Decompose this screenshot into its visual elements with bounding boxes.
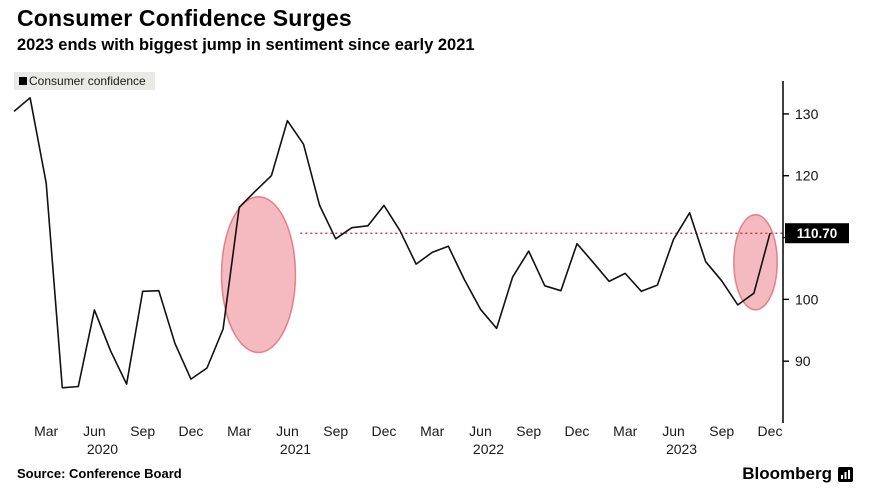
x-tick-label: Sep <box>130 423 155 439</box>
x-year-label: 2020 <box>87 441 118 457</box>
x-tick-label: Sep <box>516 423 541 439</box>
legend-marker-icon <box>19 77 27 85</box>
highlight-ellipse <box>733 213 778 311</box>
x-tick-label: Dec <box>372 423 397 439</box>
x-tick-label: Mar <box>420 423 444 439</box>
x-tick-label: Jun <box>469 423 492 439</box>
legend: Consumer confidence <box>14 72 155 90</box>
chart-subtitle: 2023 ends with biggest jump in sentiment… <box>17 36 475 54</box>
y-tick-label: 100 <box>795 291 819 307</box>
x-tick-label: Sep <box>709 423 734 439</box>
x-tick-label: Jun <box>83 423 106 439</box>
x-tick-label: Dec <box>758 423 783 439</box>
x-tick-label: Sep <box>323 423 348 439</box>
x-tick-label: Jun <box>662 423 685 439</box>
x-tick-label: Mar <box>227 423 251 439</box>
x-tick-label: Dec <box>565 423 590 439</box>
legend-label: Consumer confidence <box>29 74 146 88</box>
x-year-label: 2022 <box>473 441 504 457</box>
x-tick-label: Dec <box>178 423 203 439</box>
bloomberg-mark-icon <box>838 466 853 482</box>
x-tick-label: Mar <box>34 423 58 439</box>
chart-title: Consumer Confidence Surges <box>17 5 352 31</box>
last-value-label: 110.70 <box>797 226 838 241</box>
x-tick-label: Jun <box>276 423 299 439</box>
y-tick-label: 130 <box>795 106 819 122</box>
x-year-label: 2021 <box>280 441 311 457</box>
bloomberg-logo: Bloomberg <box>742 464 853 484</box>
highlight-ellipse <box>220 195 297 354</box>
source-note: Source: Conference Board <box>17 466 182 481</box>
x-tick-label: Mar <box>613 423 637 439</box>
y-tick-label: 120 <box>795 168 819 184</box>
confidence-line <box>13 97 771 389</box>
y-tick-label: 90 <box>795 353 811 369</box>
x-year-label: 2023 <box>666 441 697 457</box>
last-value-badge <box>785 223 849 244</box>
bloomberg-wordmark: Bloomberg <box>742 464 832 483</box>
